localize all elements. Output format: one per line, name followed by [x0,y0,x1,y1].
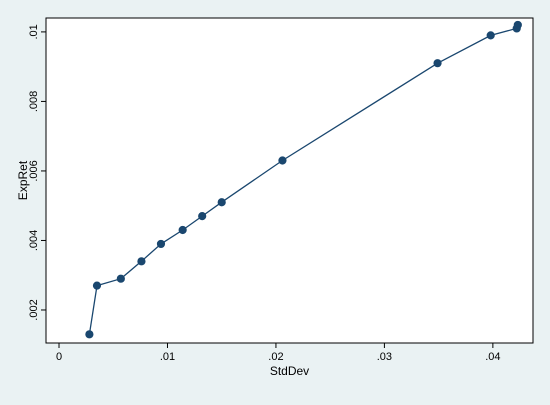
data-point [513,20,522,30]
plot-area [45,17,534,344]
x-axis: 0 .01 .02 .03 .04 [56,343,501,363]
data-point [92,281,102,290]
y-axis-label: ExpRet [16,160,30,200]
y-tick-label: .002 [28,299,40,320]
data-point [156,239,166,249]
y-tick-label: .01 [28,24,40,39]
y-tick-label: .004 [28,230,40,251]
x-tick-label: .01 [160,351,175,363]
x-tick-label: .02 [268,351,283,363]
x-tick-label: 0 [56,351,62,363]
x-tick-label: .04 [485,351,500,363]
data-point [85,330,94,339]
x-axis-label: StdDev [270,364,309,378]
y-tick-label: .006 [28,160,40,181]
x-tick-label: .03 [377,351,392,363]
data-point [433,59,442,68]
series-markers [85,20,522,339]
data-point [217,198,226,207]
data-point [486,31,495,40]
data-point [198,212,207,221]
y-tick-label: .008 [28,91,40,112]
data-point [137,257,146,266]
data-point [178,225,187,235]
data-point [278,156,287,165]
data-point [116,274,125,283]
y-axis: .002 .004 .006 .008 .01 [28,24,46,321]
